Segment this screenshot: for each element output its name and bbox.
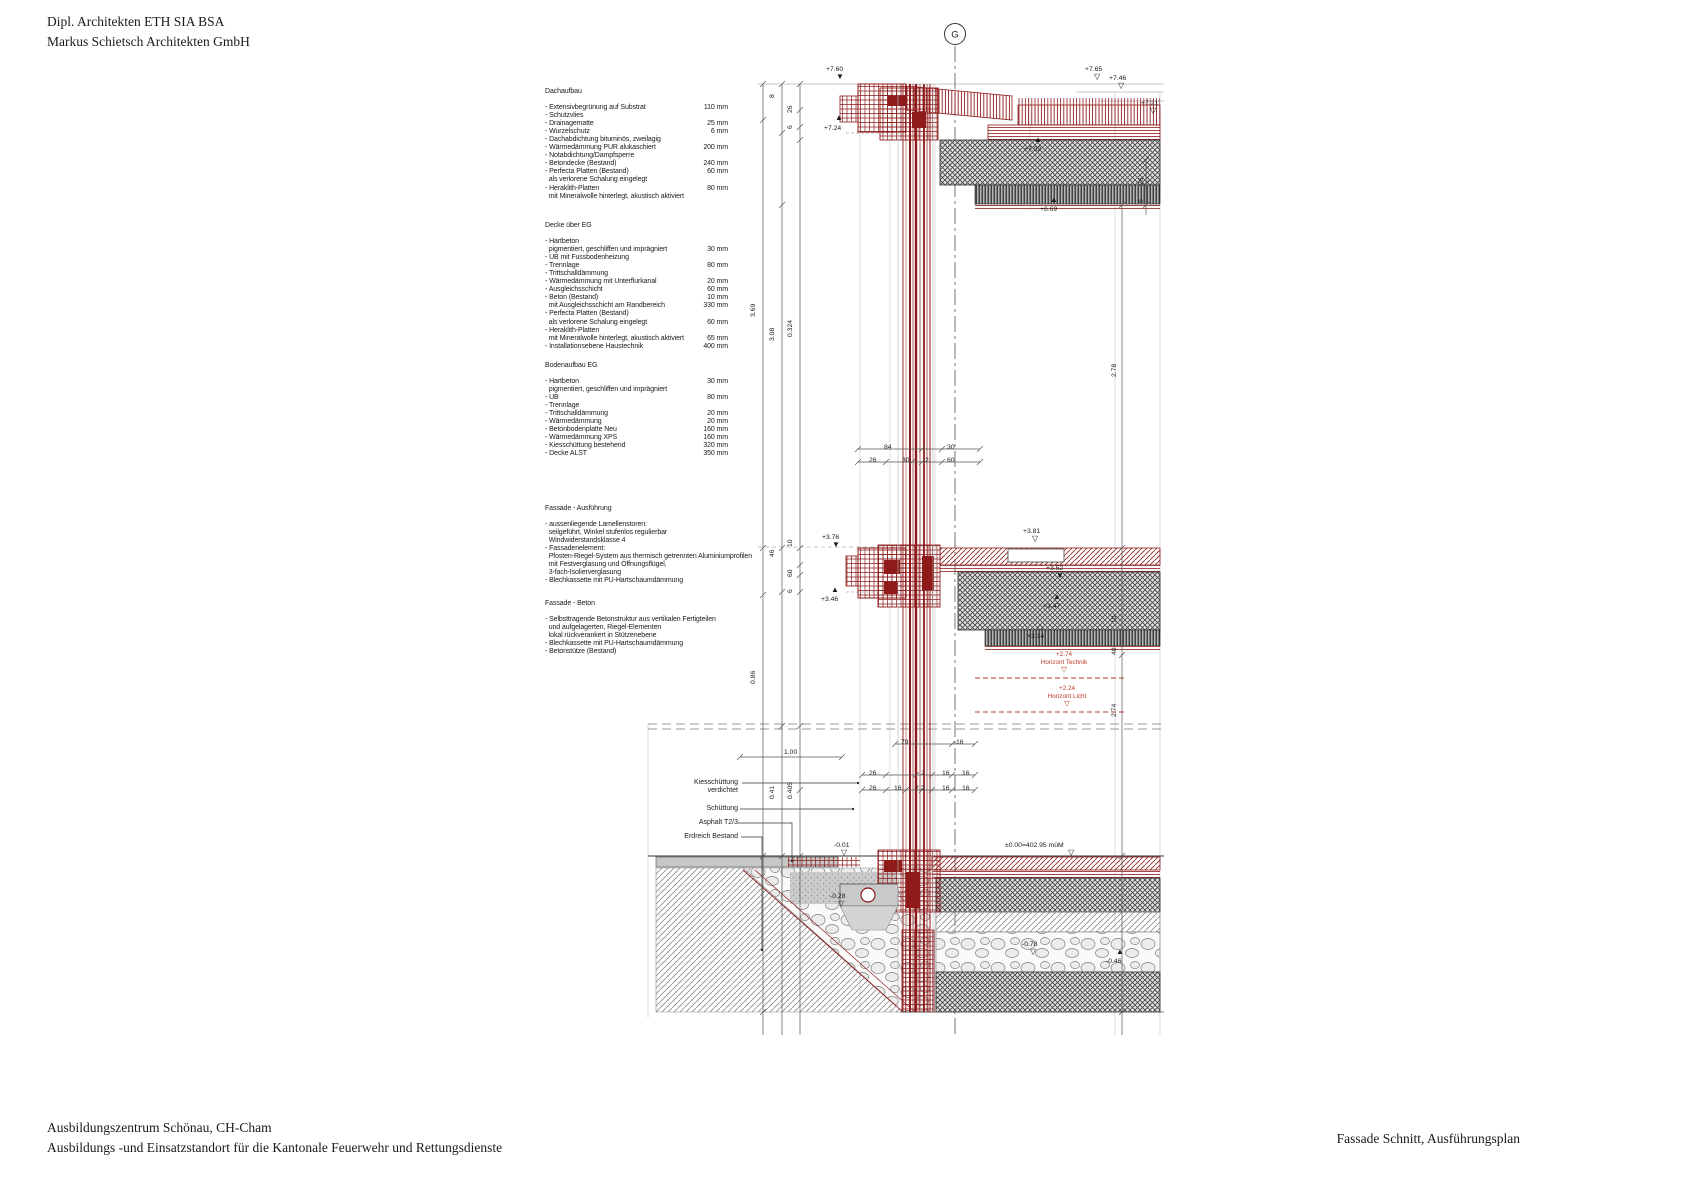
drain-pipe-icon: [860, 887, 876, 903]
dimension-lines: [736, 80, 1150, 1035]
grid-axis-label: G: [951, 30, 958, 41]
project-title-block: Ausbildungszentrum Schönau, CH-Cham Ausb…: [47, 1118, 502, 1158]
architect-header: Dipl. Architekten ETH SIA BSA Markus Sch…: [47, 12, 250, 52]
project-description: Ausbildungs -und Einsatzstandort für die…: [47, 1140, 503, 1155]
callout-leaders: [738, 781, 860, 952]
intermediate-floor-assembly: [845, 544, 1161, 651]
architect-name: Markus Schietsch Architekten GmbH: [47, 34, 250, 49]
dimension-chain: [736, 80, 1150, 1035]
facade-mullion: [897, 84, 934, 1012]
project-name: Ausbildungszentrum Schönau, CH-Cham: [47, 1120, 272, 1135]
plan-title: Fassade Schnitt, Ausführungsplan: [1336, 1131, 1520, 1146]
roof-assembly: [839, 83, 1161, 209]
architect-title: Dipl. Architekten ETH SIA BSA: [47, 14, 225, 29]
horizon-level-lines: [975, 677, 1126, 713]
